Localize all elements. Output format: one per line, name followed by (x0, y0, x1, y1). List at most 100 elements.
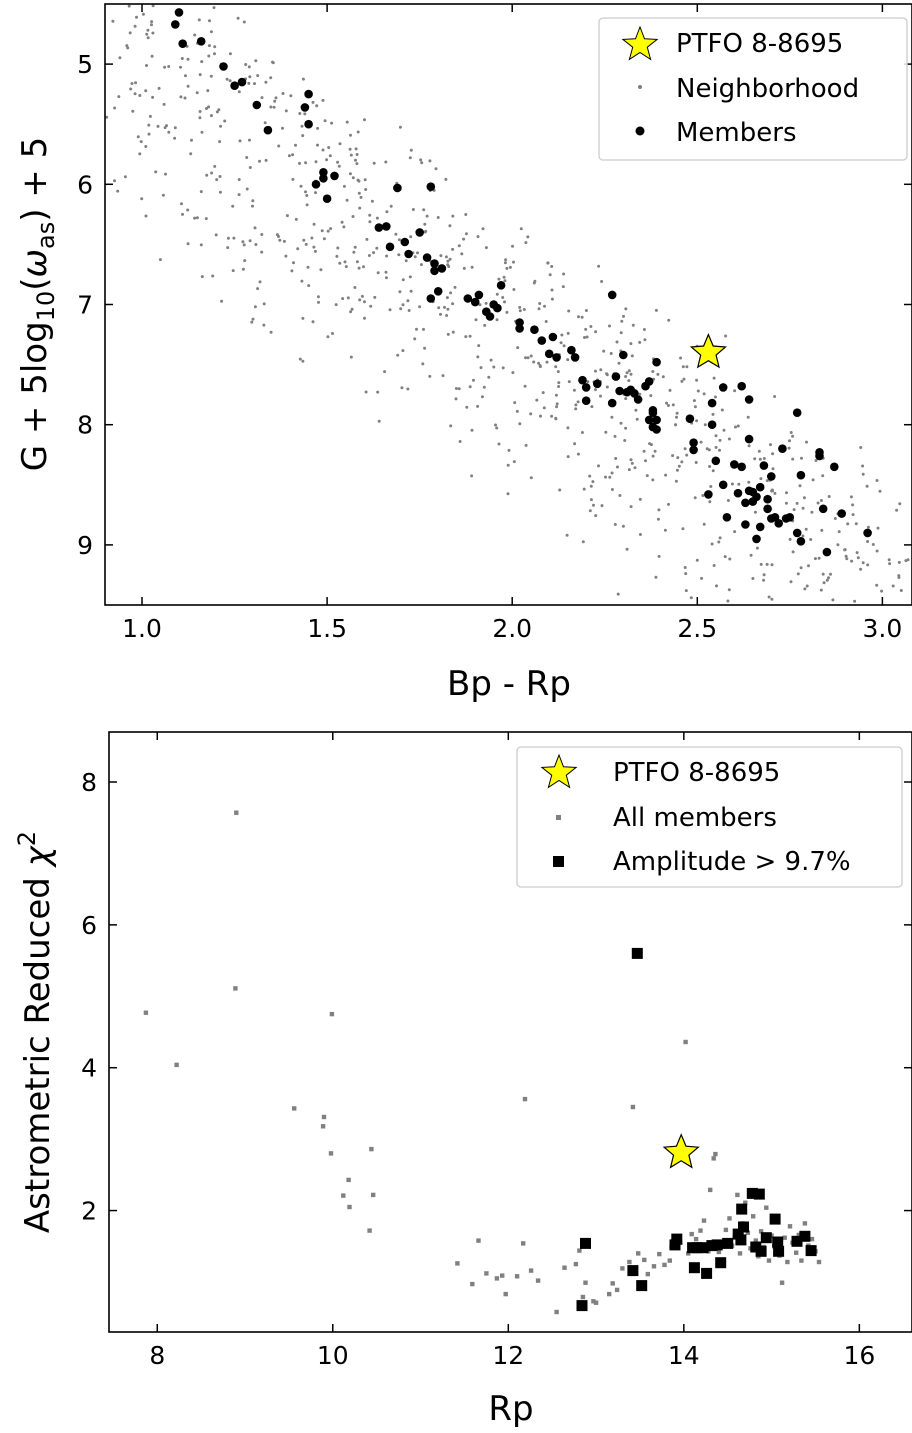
neighborhood-point (866, 540, 870, 543)
member-point (716, 1249, 722, 1255)
member-point (630, 1104, 636, 1110)
neighborhood-point (801, 534, 805, 538)
member-point (514, 1274, 520, 1279)
neighborhood-point (150, 54, 154, 58)
neighborhood-point (532, 360, 536, 364)
member-point (263, 125, 273, 135)
chi2-panel: 8 10 12 14 16 2 4 6 8 PTFO 8-8695 All members Am… (13, 731, 912, 1429)
member-point (792, 408, 802, 418)
neighborhood-point (480, 395, 484, 399)
member-point (528, 1268, 534, 1273)
neighborhood-point (260, 233, 264, 236)
neighborhood-point (714, 445, 718, 449)
neighborhood-point (258, 159, 261, 163)
neighborhood-point (363, 316, 366, 320)
member-point (607, 290, 617, 300)
neighborhood-point (627, 468, 631, 472)
neighborhood-point (814, 459, 818, 462)
neighborhood-point (305, 203, 309, 207)
neighborhood-point (829, 572, 832, 576)
neighborhood-point (566, 358, 570, 362)
neighborhood-point (616, 592, 620, 596)
neighborhood-point (576, 400, 580, 404)
neighborhood-point (422, 327, 425, 331)
neighborhood-point (307, 284, 311, 288)
neighborhood-point (529, 476, 533, 480)
neighborhood-point (617, 361, 621, 365)
neighborhood-point (713, 395, 717, 399)
member-point (633, 395, 643, 404)
neighborhood-point (133, 92, 137, 96)
member-point (753, 1238, 758, 1243)
neighborhood-point (709, 485, 713, 488)
neighborhood-point (437, 306, 441, 310)
neighborhood-point (146, 36, 150, 40)
neighborhood-point (720, 408, 724, 412)
neighborhood-point (599, 368, 603, 372)
neighborhood-point (526, 235, 530, 239)
neighborhood-point (355, 162, 359, 166)
neighborhood-point (757, 449, 761, 453)
neighborhood-point (384, 276, 388, 280)
member-point (652, 415, 661, 425)
neighborhood-point (895, 508, 899, 512)
neighborhood-point (685, 365, 689, 369)
neighborhood-point (451, 247, 455, 251)
neighborhood-point (199, 190, 203, 194)
neighborhood-point (645, 474, 649, 478)
neighborhood-point (675, 468, 679, 472)
neighborhood-point (481, 227, 485, 231)
neighborhood-point (629, 342, 633, 346)
neighborhood-point (281, 92, 285, 95)
neighborhood-point (128, 31, 132, 35)
neighborhood-point (676, 456, 680, 460)
neighborhood-point (125, 44, 129, 48)
member-point (496, 281, 506, 290)
neighborhood-point (656, 517, 660, 521)
neighborhood-point (213, 52, 216, 56)
neighborhood-point (150, 23, 153, 27)
neighborhood-point (543, 304, 546, 308)
neighborhood-point (298, 112, 302, 115)
neighborhood-point (408, 275, 412, 279)
amplitude-point (772, 1236, 784, 1248)
neighborhood-point (667, 318, 671, 322)
neighborhood-point (724, 334, 728, 338)
amplitude-point (722, 1237, 734, 1249)
member-point (503, 1291, 508, 1297)
neighborhood-point (312, 222, 316, 226)
member-point (593, 1300, 599, 1305)
member-point (802, 1221, 808, 1226)
neighborhood-point (765, 479, 769, 483)
neighborhood-point (629, 372, 633, 376)
neighborhood-point (254, 59, 258, 63)
neighborhood-point (111, 19, 115, 23)
neighborhood-point (853, 599, 857, 603)
neighborhood-point (684, 572, 688, 576)
member-point (816, 1259, 822, 1265)
neighborhood-point (368, 220, 372, 224)
neighborhood-point (861, 464, 865, 468)
member-point (430, 266, 439, 276)
x-tick-label: 1.5 (307, 614, 347, 643)
neighborhood-point (413, 337, 417, 341)
neighborhood-point (464, 232, 468, 236)
member-point (722, 513, 732, 522)
neighborhood-point (629, 505, 633, 509)
neighborhood-point (550, 414, 554, 418)
neighborhood-point (537, 361, 541, 365)
neighborhood-point (561, 285, 565, 289)
neighborhood-point (354, 147, 358, 151)
neighborhood-point (291, 177, 295, 181)
neighborhood-point (231, 204, 235, 208)
neighborhood-point (541, 391, 545, 395)
neighborhood-point (849, 495, 853, 499)
y-tick-label: 8 (81, 768, 97, 797)
neighborhood-point (253, 305, 257, 309)
member-point (476, 1238, 481, 1243)
neighborhood-point (624, 397, 628, 401)
neighborhood-point (241, 240, 245, 244)
member-point (689, 438, 698, 448)
neighborhood-point (702, 522, 706, 526)
neighborhood-point (651, 370, 655, 373)
